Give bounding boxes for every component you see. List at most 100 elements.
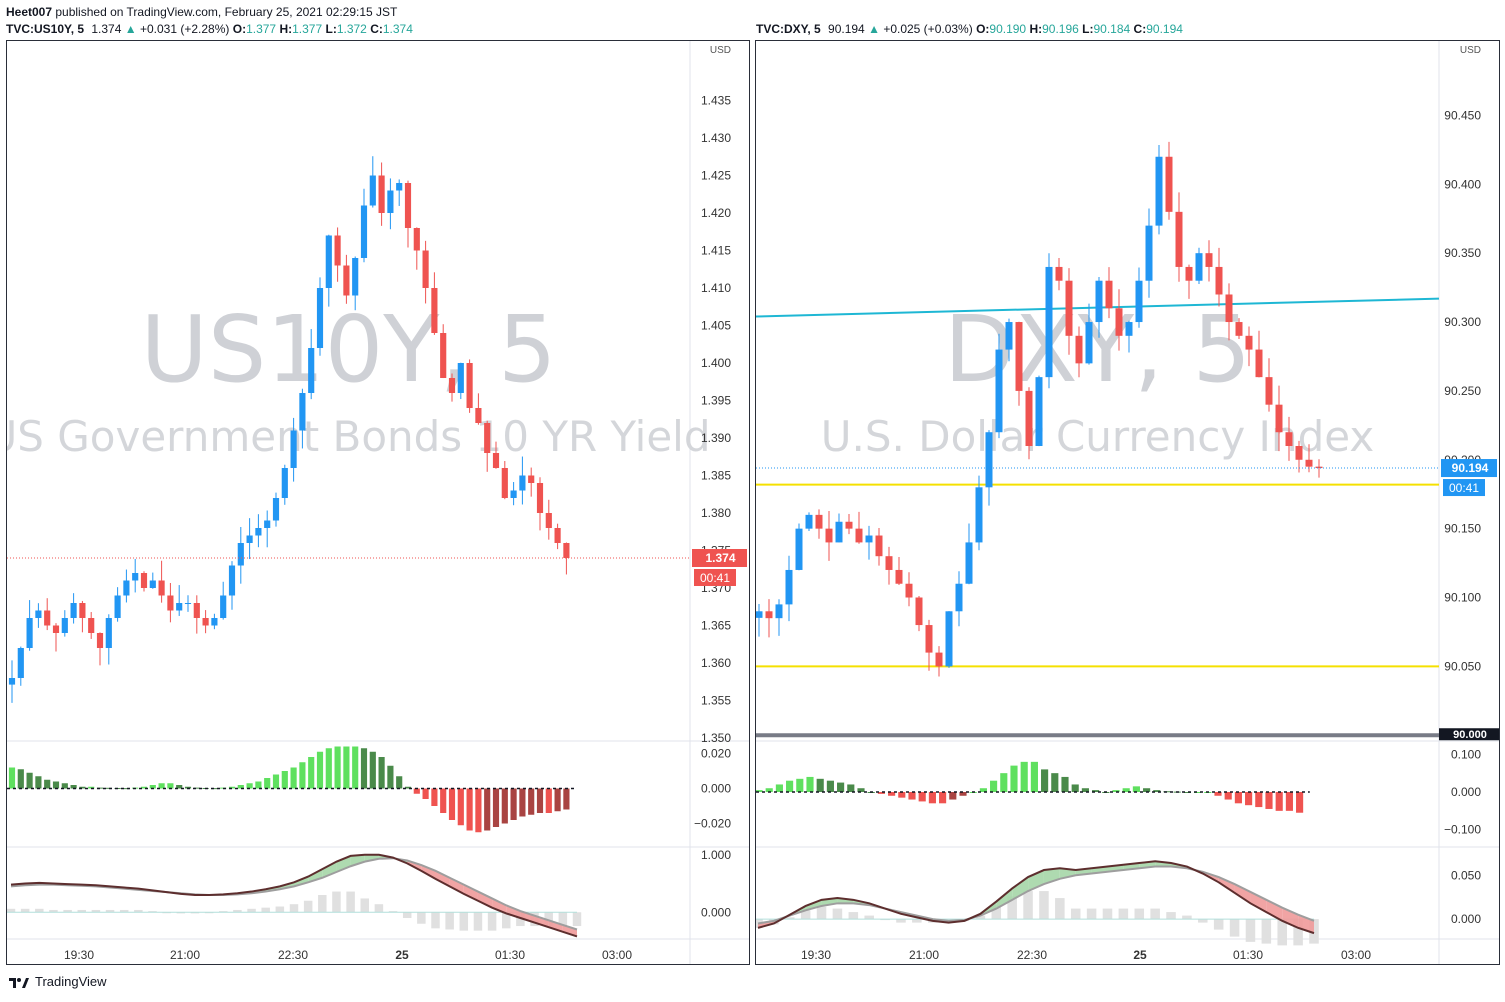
histogram-bar: [272, 774, 280, 789]
oscillator-fill: [350, 854, 365, 867]
oscillator-fill: [421, 865, 436, 879]
oscillator-fill: [308, 869, 323, 883]
histogram-bar: [775, 784, 783, 792]
us10y-chart-panel[interactable]: US10Y, 5 US Government Bonds 10 YR Yield U…: [6, 40, 750, 965]
tradingview-footer[interactable]: TradingView: [8, 974, 107, 989]
oscillator-fill: [1218, 877, 1235, 893]
candle-body: [184, 603, 192, 604]
histogram-bar: [1092, 790, 1100, 792]
candle-body: [845, 521, 853, 529]
histogram-bar: [1081, 788, 1089, 792]
right-legend: TVC:DXY, 5 90.194 ▲ +0.025 (+0.03%) O:90…: [756, 22, 1183, 36]
dxy-chart-panel[interactable]: DXY, 5 U.S. Dollar Currency Index USD 90.45…: [755, 40, 1500, 965]
right-symbol[interactable]: TVC:DXY, 5: [756, 22, 821, 36]
histogram-bar: [422, 788, 429, 799]
candle-body: [404, 183, 412, 228]
histogram-bar: [1041, 769, 1049, 792]
candle-body: [308, 348, 315, 393]
candle-body: [975, 487, 983, 543]
candle-body: [413, 228, 420, 251]
candle-body: [1235, 322, 1243, 336]
dxy-chart-svg[interactable]: DXY, 5U.S. Dollar Currency IndexUSD90.45…: [756, 41, 1500, 965]
candle-body: [528, 475, 535, 483]
candle-body: [299, 393, 306, 431]
histogram-bar: [519, 788, 526, 817]
candle-body: [228, 565, 236, 596]
price-axis-tick: 1.410: [701, 281, 731, 295]
histogram-bar: [448, 788, 456, 820]
histogram-bar: [149, 785, 156, 789]
left-symbol[interactable]: TVC:US10Y, 5: [6, 22, 85, 36]
author-name[interactable]: Heet007: [6, 5, 53, 19]
histogram-bar: [928, 792, 936, 804]
candle-body: [1225, 294, 1233, 323]
histogram-bar: [1285, 792, 1293, 811]
left-low-label: L:: [325, 22, 337, 36]
oscillator-bar: [219, 911, 228, 913]
left-currency-label: USD: [710, 45, 731, 56]
price-axis-tick: 90.400: [1444, 177, 1481, 191]
oscillator-bar: [289, 904, 299, 913]
candle-body: [855, 528, 863, 543]
oscillator-bar: [402, 912, 412, 918]
candle-body: [140, 573, 148, 588]
oscillator-fill: [534, 915, 549, 928]
candle-body: [825, 528, 833, 543]
histogram-bar: [325, 748, 332, 789]
right-low-label: L:: [1082, 22, 1094, 36]
oscillator-bar: [190, 912, 200, 914]
oscillator-bar: [832, 908, 843, 920]
histogram-bar: [1275, 792, 1283, 811]
price-axis-tick: 90.450: [1444, 108, 1481, 122]
histogram-bar: [1214, 792, 1222, 796]
histogram-bar: [369, 751, 376, 789]
histogram-bar: [959, 792, 967, 796]
oscillator-fill: [805, 899, 822, 911]
histogram-bar: [343, 746, 350, 789]
price-axis-tick: 1.350: [701, 731, 731, 745]
candle-body: [805, 514, 813, 529]
oscillator-fill: [548, 920, 563, 932]
candle-body: [510, 490, 517, 498]
histogram-bar: [105, 787, 112, 789]
candle-body: [1135, 280, 1143, 323]
oscillator-fill: [1266, 899, 1283, 921]
candle-body: [484, 423, 491, 453]
oscillator-fill: [463, 884, 478, 901]
candle-body: [352, 258, 359, 296]
oscillator-bar: [816, 906, 827, 920]
candle-body: [965, 542, 973, 584]
oscillator-bar: [975, 915, 986, 920]
candle-body: [440, 333, 447, 378]
histogram-bar: [979, 788, 987, 792]
candle-body: [1165, 156, 1173, 212]
candle-body: [387, 190, 394, 213]
histogram-bar: [1112, 790, 1120, 792]
oscillator-fill: [1250, 891, 1267, 913]
candle-body: [1015, 322, 1023, 391]
histogram-bar: [545, 788, 552, 813]
candle-body: [149, 580, 156, 588]
oscillator-bar: [896, 919, 906, 923]
histogram-bar: [528, 788, 535, 815]
right-currency-label: USD: [1460, 45, 1481, 56]
oscillator-bar: [7, 908, 16, 913]
histogram-bar: [554, 788, 561, 812]
candle-body: [1155, 156, 1163, 226]
candle-body: [1145, 225, 1153, 281]
histogram-bar: [334, 746, 341, 789]
price-axis-tick: 1.405: [701, 319, 731, 333]
histogram-bar: [1255, 792, 1263, 808]
histogram-axis-tick: −0.020: [694, 817, 731, 831]
candle-body: [35, 610, 42, 618]
last-price-tag-bg: [692, 549, 747, 567]
us10y-chart-svg[interactable]: US10Y, 5 US Government Bonds 10 YR Yield U…: [7, 41, 750, 965]
time-axis-tick: 21:00: [170, 948, 200, 962]
price-axis-tick: 90.150: [1444, 522, 1481, 536]
oscillator-fill: [322, 861, 337, 878]
candle-body: [167, 595, 174, 611]
oscillator-bar: [1182, 915, 1192, 920]
histogram-bar: [352, 746, 359, 789]
candle-body: [1305, 459, 1313, 467]
candle-body: [396, 183, 403, 191]
